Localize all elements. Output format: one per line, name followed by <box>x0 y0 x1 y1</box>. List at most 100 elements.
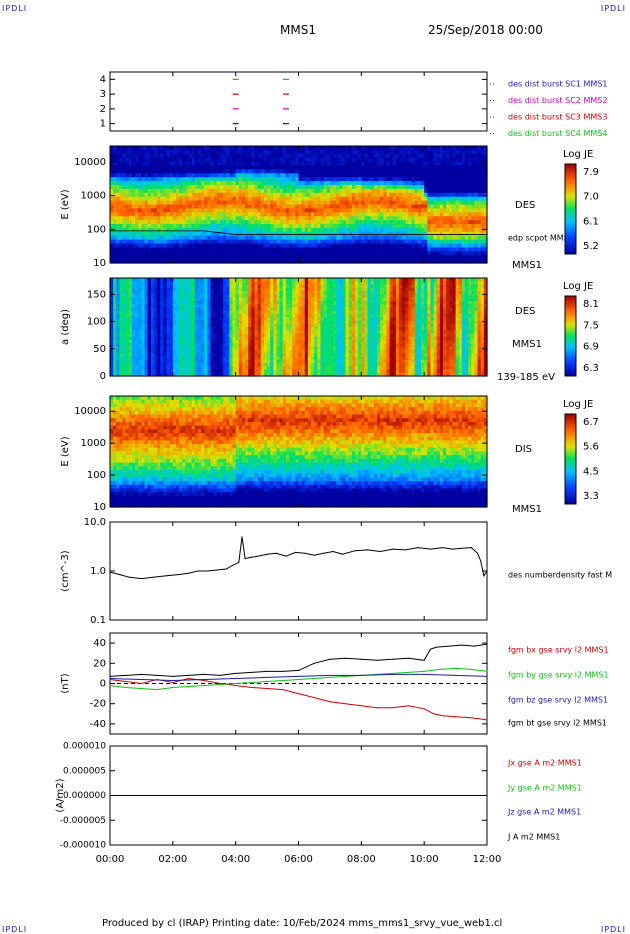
heatmap-cell <box>204 192 208 198</box>
heatmap-cell <box>166 153 171 159</box>
heatmap-cell <box>248 259 252 264</box>
heatmap-cell <box>166 181 171 186</box>
heatmap-cell <box>465 153 469 159</box>
heatmap-cell <box>179 188 183 194</box>
heatmap-cell <box>185 181 190 186</box>
heatmap-cell <box>131 208 136 213</box>
heatmap-cell <box>160 161 165 167</box>
heatmap-cell <box>169 173 174 178</box>
heatmap-cell <box>480 239 485 245</box>
heatmap-cell <box>182 192 186 198</box>
heatmap-cell <box>279 181 284 186</box>
heatmap-cell <box>361 192 366 198</box>
heatmap-cell <box>119 284 124 289</box>
heatmap-cell <box>216 196 221 202</box>
heatmap-cell <box>119 349 124 354</box>
heatmap-cell <box>188 173 193 178</box>
heatmap-cell <box>216 208 221 213</box>
heatmap-cell <box>342 169 347 174</box>
heatmap-cell <box>175 181 180 186</box>
heatmap-cell <box>477 212 482 217</box>
heatmap-cell <box>358 153 362 159</box>
heatmap-cell <box>320 227 325 233</box>
heatmap-cell <box>402 204 406 209</box>
heatmap-cell <box>285 208 290 213</box>
heatmap-cell <box>207 259 212 264</box>
heatmap-cell <box>128 259 133 264</box>
heatmap-cell <box>339 181 344 186</box>
heatmap-cell <box>408 259 413 264</box>
heatmap-cell <box>361 173 366 178</box>
heatmap-cell <box>122 239 127 245</box>
heatmap-cell <box>235 157 240 163</box>
heatmap-cell <box>443 239 447 245</box>
y-axis-label: E (eV) <box>60 189 71 219</box>
heatmap-cell <box>295 200 300 206</box>
heatmap-cell <box>386 192 391 198</box>
heatmap-cell <box>326 231 331 237</box>
heatmap-cell <box>273 161 278 167</box>
heatmap-cell <box>185 196 190 202</box>
heatmap-cell <box>285 220 290 225</box>
heatmap-cell <box>336 255 340 260</box>
heatmap-cell <box>408 165 413 170</box>
heatmap-cell <box>430 216 435 221</box>
heatmap-cell <box>204 181 208 186</box>
heatmap-cell <box>128 247 133 252</box>
heatmap-cell <box>122 177 127 182</box>
heatmap-cell <box>361 212 366 217</box>
heatmap-cell <box>241 255 246 260</box>
heatmap-cell <box>417 188 422 194</box>
heatmap-cell <box>169 146 174 151</box>
heatmap-cell <box>131 231 136 237</box>
heatmap-cell <box>116 169 121 174</box>
heatmap-cell <box>414 173 419 178</box>
heatmap-cell <box>455 149 460 155</box>
heatmap-cell <box>483 220 488 225</box>
heatmap-cell <box>238 173 243 178</box>
heatmap-cell <box>254 239 259 245</box>
heatmap-cell <box>345 227 350 233</box>
heatmap-cell <box>424 149 428 155</box>
heatmap-cell <box>329 149 334 155</box>
heatmap-cell <box>373 243 378 248</box>
y-tick-label: 4 <box>100 74 106 85</box>
heatmap-cell <box>226 153 230 159</box>
heatmap-cell <box>474 243 479 248</box>
heatmap-cell <box>424 169 428 174</box>
heatmap-cell <box>110 196 114 202</box>
heatmap-cell <box>395 204 400 209</box>
heatmap-cell <box>468 204 472 209</box>
heatmap-cell <box>461 161 466 167</box>
heatmap-cell <box>292 169 296 174</box>
heatmap-cell <box>119 216 124 221</box>
heatmap-cell <box>147 185 152 190</box>
heatmap-cell <box>273 247 278 252</box>
heatmap-cell <box>477 200 482 206</box>
heatmap-cell <box>370 173 375 178</box>
heatmap-cell <box>307 181 312 186</box>
heatmap-cell <box>185 255 190 260</box>
heatmap-cell <box>320 188 325 194</box>
heatmap-cell <box>430 231 435 237</box>
heatmap-cell <box>329 212 334 217</box>
heatmap-cell <box>216 212 221 217</box>
heatmap-cell <box>364 173 369 178</box>
heatmap-cell <box>373 161 378 167</box>
heatmap-cell <box>380 212 384 217</box>
heatmap-cell <box>201 165 205 170</box>
heatmap-cell <box>320 231 325 237</box>
heatmap-cell <box>370 235 375 241</box>
heatmap-cell <box>232 161 237 167</box>
heatmap-cell <box>135 216 139 221</box>
heatmap-cell <box>439 165 444 170</box>
heatmap-cell <box>273 165 278 170</box>
heatmap-cell <box>455 200 460 206</box>
heatmap-cell <box>480 169 485 174</box>
heatmap-cell <box>367 208 372 213</box>
heatmap-cell <box>210 146 215 151</box>
heatmap-cell <box>273 169 278 174</box>
heatmap-cell <box>449 204 454 209</box>
heatmap-cell <box>386 255 391 260</box>
heatmap-cell <box>367 149 372 155</box>
